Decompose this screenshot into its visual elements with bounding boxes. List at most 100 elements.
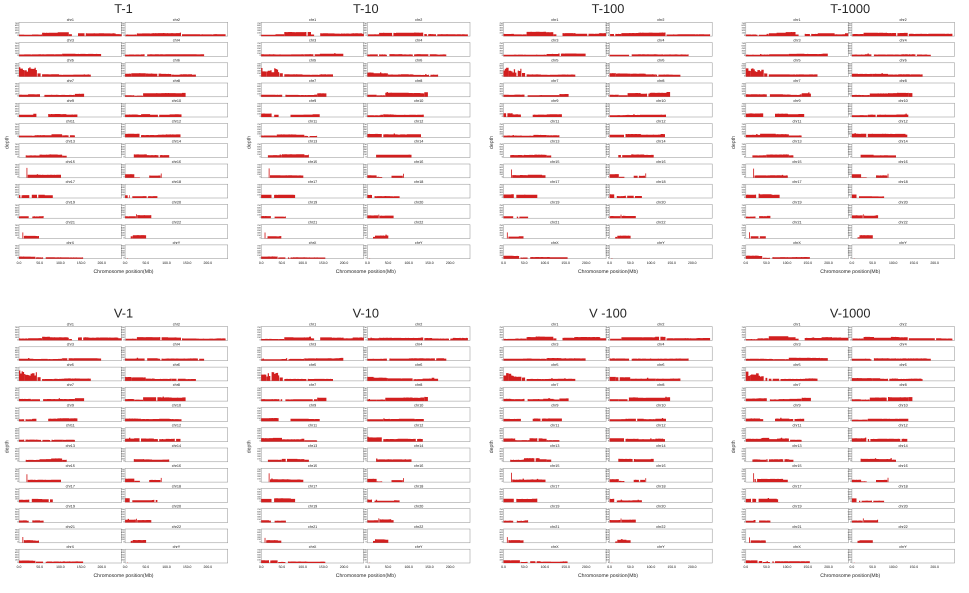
svg-text:450: 450 (15, 209, 19, 212)
svg-text:600: 600 (121, 349, 125, 352)
svg-text:0: 0 (502, 54, 504, 57)
svg-text:600: 600 (848, 85, 852, 88)
svg-text:100.0: 100.0 (889, 261, 898, 265)
svg-text:0: 0 (366, 500, 368, 503)
svg-text:chr11: chr11 (66, 119, 75, 123)
svg-text:300: 300 (848, 495, 852, 498)
svg-text:300: 300 (742, 475, 746, 478)
svg-text:750: 750 (363, 427, 367, 430)
svg-text:600: 600 (363, 410, 367, 413)
svg-text:750: 750 (363, 387, 367, 390)
svg-text:chr10: chr10 (414, 403, 423, 407)
svg-text:chr20: chr20 (414, 505, 423, 509)
svg-text:300: 300 (499, 414, 503, 417)
svg-text:750: 750 (257, 164, 261, 167)
svg-text:300: 300 (257, 29, 261, 32)
svg-text:Chromosome position(Mb): Chromosome position(Mb) (336, 269, 396, 275)
svg-text:750: 750 (363, 224, 367, 227)
svg-text:450: 450 (742, 473, 746, 476)
svg-text:450: 450 (15, 128, 19, 131)
svg-text:150: 150 (848, 336, 852, 339)
svg-text:150: 150 (121, 234, 125, 237)
svg-text:300: 300 (848, 394, 852, 397)
svg-text:200.0: 200.0 (582, 565, 591, 569)
svg-text:150.0: 150.0 (319, 261, 328, 265)
svg-text:0: 0 (502, 419, 504, 422)
svg-text:150: 150 (15, 234, 19, 237)
svg-text:chr10: chr10 (172, 403, 181, 407)
svg-text:750: 750 (499, 42, 503, 45)
svg-text:450: 450 (121, 351, 125, 354)
svg-text:300: 300 (257, 475, 261, 478)
svg-text:150: 150 (742, 478, 746, 481)
svg-text:600: 600 (499, 125, 503, 128)
svg-text:chrX: chrX (67, 241, 75, 245)
svg-text:Chromosome position(Mb): Chromosome position(Mb) (336, 573, 396, 579)
svg-text:300: 300 (742, 232, 746, 235)
svg-text:chr7: chr7 (551, 383, 558, 387)
svg-text:300: 300 (848, 232, 852, 235)
svg-text:750: 750 (15, 549, 19, 552)
svg-text:150: 150 (121, 72, 125, 75)
svg-text:300: 300 (742, 70, 746, 73)
svg-text:750: 750 (742, 83, 746, 86)
svg-text:150: 150 (605, 72, 609, 75)
svg-text:450: 450 (363, 249, 367, 252)
svg-text:300: 300 (605, 70, 609, 73)
svg-text:150: 150 (121, 518, 125, 521)
svg-text:150.0: 150.0 (319, 565, 328, 569)
svg-text:150: 150 (121, 437, 125, 440)
svg-text:chr3: chr3 (551, 38, 558, 42)
svg-text:300: 300 (848, 252, 852, 255)
svg-text:150: 150 (499, 559, 503, 562)
svg-text:150: 150 (848, 498, 852, 501)
svg-text:0: 0 (123, 216, 125, 219)
svg-text:150: 150 (15, 133, 19, 136)
svg-text:150: 150 (363, 478, 367, 481)
svg-text:750: 750 (499, 468, 503, 471)
svg-text:750: 750 (15, 468, 19, 471)
svg-text:750: 750 (605, 367, 609, 370)
svg-text:150: 150 (742, 214, 746, 217)
svg-text:150: 150 (848, 72, 852, 75)
svg-text:0: 0 (123, 520, 125, 523)
svg-text:300: 300 (257, 191, 261, 194)
svg-text:600: 600 (605, 166, 609, 169)
svg-text:100.0: 100.0 (162, 261, 171, 265)
svg-text:450: 450 (742, 372, 746, 375)
svg-text:450: 450 (121, 27, 125, 30)
svg-text:450: 450 (848, 351, 852, 354)
svg-text:0: 0 (17, 176, 19, 179)
svg-text:600: 600 (121, 206, 125, 209)
svg-text:150: 150 (363, 214, 367, 217)
svg-text:450: 450 (742, 452, 746, 455)
svg-text:300: 300 (15, 70, 19, 73)
svg-text:150: 150 (605, 518, 609, 521)
svg-text:300: 300 (15, 536, 19, 539)
svg-text:0: 0 (17, 216, 19, 219)
svg-text:750: 750 (15, 244, 19, 247)
svg-text:chr8: chr8 (900, 383, 907, 387)
svg-text:0: 0 (123, 440, 125, 443)
svg-text:750: 750 (848, 103, 852, 106)
svg-text:150: 150 (499, 214, 503, 217)
svg-text:600: 600 (257, 511, 261, 514)
svg-text:600: 600 (257, 470, 261, 473)
svg-text:600: 600 (257, 206, 261, 209)
svg-text:chr4: chr4 (900, 343, 907, 347)
svg-text:450: 450 (499, 229, 503, 232)
svg-text:chrY: chrY (899, 545, 907, 549)
svg-text:150: 150 (848, 417, 852, 420)
svg-text:450: 450 (363, 189, 367, 192)
svg-text:600: 600 (742, 470, 746, 473)
svg-text:150: 150 (742, 376, 746, 379)
svg-text:450: 450 (121, 452, 125, 455)
svg-text:750: 750 (121, 83, 125, 86)
svg-text:150: 150 (363, 457, 367, 460)
svg-text:300: 300 (605, 455, 609, 458)
svg-text:450: 450 (742, 189, 746, 192)
svg-text:chr14: chr14 (414, 444, 423, 448)
svg-text:chr15: chr15 (308, 464, 317, 468)
svg-text:150: 150 (257, 538, 261, 541)
svg-text:50.0: 50.0 (763, 261, 770, 265)
